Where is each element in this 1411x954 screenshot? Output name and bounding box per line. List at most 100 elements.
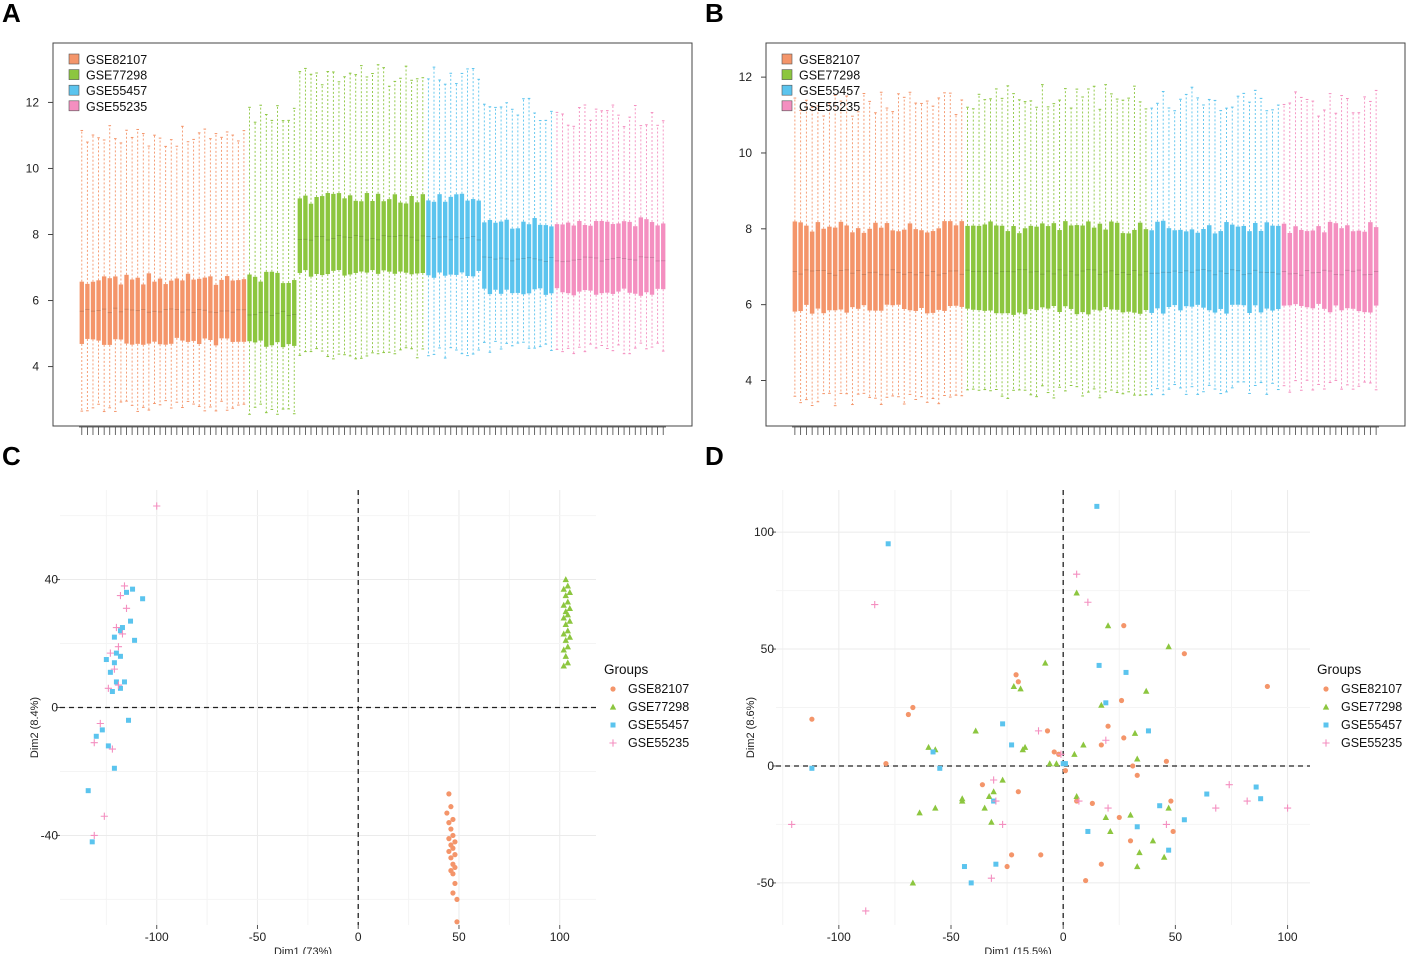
legend-label-gse82107: GSE82107 [86, 53, 147, 67]
box-gse77298 [1137, 222, 1143, 314]
point-gse55457 [117, 685, 123, 691]
box-gse82107 [855, 228, 861, 309]
box-gse77298 [1011, 226, 1016, 315]
box-gse55235 [638, 217, 644, 296]
point-gse77298 [909, 879, 917, 886]
point-gse82107 [450, 816, 456, 823]
box-gse55457 [1270, 225, 1275, 311]
box-gse55457 [493, 222, 498, 290]
point-gse55457 [105, 743, 111, 749]
box-gse55457 [1276, 225, 1281, 310]
point-gse82107 [1134, 772, 1140, 778]
box-gse55235 [1368, 222, 1373, 313]
point-gse77298 [1010, 683, 1018, 690]
point-gse55457 [809, 765, 815, 771]
box-gse55235 [655, 225, 660, 289]
point-gse77298 [925, 743, 932, 750]
box-gse77298 [1034, 226, 1039, 311]
legend-swatch-gse77298 [781, 69, 793, 80]
y-tick-label: 0 [767, 759, 774, 773]
box-gse82107 [118, 284, 124, 340]
box-gse55235 [1293, 226, 1298, 305]
point-gse82107 [446, 820, 452, 826]
point-gse77298 [560, 614, 567, 621]
point-gse55235 [106, 649, 114, 657]
box-gse77298 [286, 282, 291, 345]
box-gse77298 [269, 271, 275, 346]
point-gse55457 [128, 618, 134, 624]
box-gse77298 [308, 203, 314, 277]
box-gse55235 [1362, 231, 1367, 313]
point-gse77298 [560, 601, 567, 608]
box-gse77298 [325, 193, 330, 275]
box-gse55457 [1160, 220, 1166, 314]
point-gse77298 [1134, 863, 1141, 870]
point-gse77298 [1165, 804, 1172, 811]
box-gse77298 [1109, 221, 1114, 310]
point-gse55235 [1225, 781, 1233, 789]
point-gse55235 [114, 643, 123, 651]
point-gse77298 [1136, 849, 1143, 856]
box-gse82107 [90, 281, 96, 340]
box-gse82107 [230, 280, 235, 342]
box-gse82107 [85, 283, 90, 339]
point-gse82107 [1127, 838, 1134, 844]
box-gse55457 [487, 219, 493, 295]
point-gse82107 [910, 704, 916, 711]
point-gse77298 [566, 633, 574, 640]
point-gse55457 [113, 679, 119, 685]
box-gse55235 [1373, 227, 1379, 306]
point-gse82107 [448, 855, 454, 861]
box-gse82107 [213, 284, 219, 346]
plot-frame [765, 42, 1406, 427]
point-gse82107 [452, 880, 458, 887]
y-tick-label: 6 [32, 294, 39, 308]
legend-key-gse82107 [610, 686, 616, 692]
box-gse55457 [1258, 230, 1264, 313]
point-gse55457 [111, 660, 117, 666]
box-gse77298 [292, 280, 297, 346]
panel-label-b: B [705, 0, 724, 28]
box-gse82107 [850, 232, 855, 308]
point-gse82107 [1004, 863, 1010, 870]
box-gse82107 [832, 227, 838, 311]
legend-key-gse77298 [1322, 703, 1330, 710]
x-tick-label: -50 [249, 930, 267, 944]
point-gse82107 [1008, 852, 1015, 858]
box-gse55457 [1166, 228, 1172, 307]
box-gse77298 [252, 276, 258, 343]
box-gse82107 [180, 280, 185, 341]
box-gse55235 [593, 221, 599, 295]
point-gse82107 [450, 871, 456, 877]
legend-swatch-gse55235 [781, 100, 793, 112]
point-gse77298 [985, 792, 993, 799]
point-gse82107 [1105, 723, 1111, 729]
box-gse77298 [994, 225, 999, 314]
point-gse55457 [107, 669, 113, 675]
box-gse82107 [896, 231, 901, 305]
point-gse82107 [1015, 789, 1021, 795]
box-gse55457 [459, 193, 465, 273]
box-gse82107 [804, 225, 809, 305]
box-gse82107 [924, 232, 930, 314]
x-axis-title: Dim1 (15.5%) [984, 946, 1051, 954]
box-gse77298 [275, 272, 280, 343]
legend-key-gse55457 [1323, 722, 1329, 728]
point-gse77298 [560, 630, 567, 637]
box-gse77298 [420, 194, 425, 274]
point-gse55457 [1009, 742, 1015, 748]
y-axis-title: Dim2 (8.4%) [29, 697, 41, 758]
point-gse55235 [108, 745, 116, 753]
box-gse77298 [1063, 221, 1068, 307]
box-gse77298 [347, 195, 353, 275]
point-gse77298 [1107, 828, 1114, 835]
panel-d-pca-scatter: -100 -50 0 50 100 -50 0 50 100 Dim1 (15.5%) Dim2 (… [745, 490, 1402, 954]
point-gse77298 [932, 804, 939, 811]
point-gse77298 [562, 620, 569, 627]
box-gse55457 [1247, 231, 1252, 313]
point-gse55235 [120, 582, 129, 590]
point-gse55457 [1000, 721, 1006, 727]
point-gse82107 [454, 896, 460, 903]
box-gse82107 [146, 273, 152, 344]
point-gse77298 [1019, 746, 1027, 753]
